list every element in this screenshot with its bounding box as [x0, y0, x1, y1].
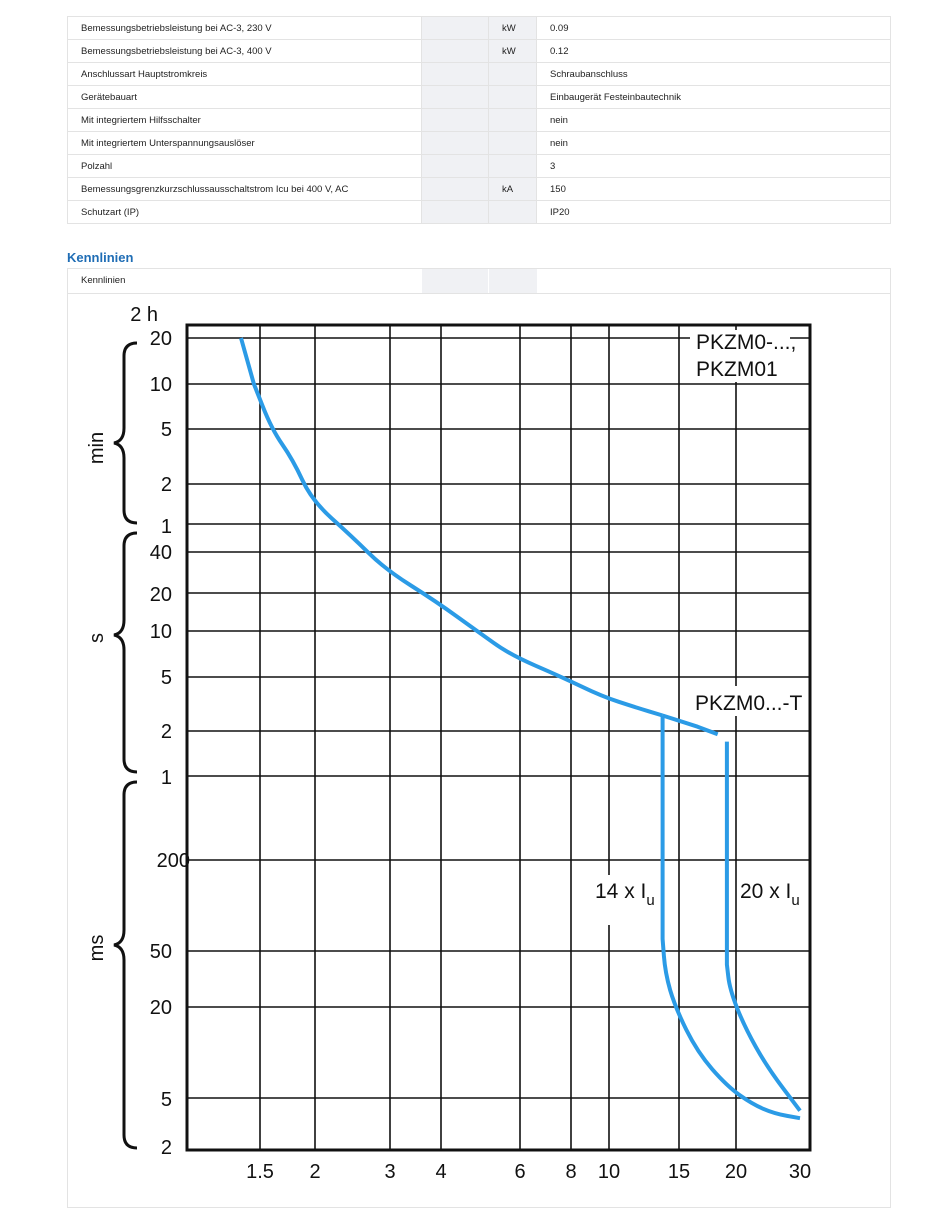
spec-empty-cell	[421, 16, 489, 40]
y-tick-label: 10	[150, 374, 172, 396]
x-tick-label: 10	[598, 1161, 620, 1183]
label-knockout	[690, 686, 802, 716]
kennlinien-row-label: Kennlinien	[81, 275, 126, 286]
y-tick-label: 200	[157, 850, 190, 872]
y-tick-label: 50	[150, 941, 172, 963]
section-title-kennlinien: Kennlinien	[67, 250, 134, 265]
spec-row: Mit integriertem Unterspannungsauslöser n…	[67, 131, 891, 155]
chart-grid	[187, 325, 810, 1150]
y-tick-label: 1	[161, 516, 172, 538]
x-tick-label: 8	[565, 1161, 576, 1183]
s-brace	[113, 531, 138, 774]
x-tick-label: 20	[725, 1161, 747, 1183]
x-tick-label: 30	[789, 1161, 811, 1183]
spec-value: 150	[536, 177, 891, 201]
annotation-20xiu: 20 x Iu	[740, 880, 800, 909]
y-tick-label: 5	[161, 667, 172, 689]
spec-empty-cell	[421, 154, 489, 178]
trip-curve	[661, 713, 719, 737]
spec-empty-cell	[421, 131, 489, 155]
y-group-min: min	[86, 432, 108, 464]
y-tick-label: 5	[161, 1089, 172, 1111]
spec-row: Gerätebauart Einbaugerät Festeinbautechni…	[67, 85, 891, 109]
trip-curve	[660, 715, 801, 1121]
y-tick-label: 5	[161, 419, 172, 441]
x-tick-label: 1.5	[246, 1161, 274, 1183]
y-tick-label: 20	[150, 584, 172, 606]
ms-brace	[113, 780, 138, 1150]
label-knockout	[590, 875, 665, 925]
spec-row: Schutzart (IP) IP20	[67, 200, 891, 224]
specs-table: Bemessungsbetriebsleistung bei AC-3, 230…	[67, 16, 891, 224]
spec-row: Bemessungsbetriebsleistung bei AC-3, 400…	[67, 39, 891, 63]
spec-empty-cell	[421, 200, 489, 224]
spec-row: Mit integriertem Hilfsschalter nein	[67, 108, 891, 132]
spec-unit: kW	[488, 39, 537, 63]
x-tick-label: 6	[514, 1161, 525, 1183]
spec-unit: kW	[488, 16, 537, 40]
y-tick-label: 20	[150, 997, 172, 1019]
annotation-pkzm01: PKZM01	[696, 358, 778, 381]
annotation-pkzm0-t: PKZM0...-T	[695, 692, 803, 715]
label-knockout	[738, 875, 806, 915]
spec-value: nein	[536, 108, 891, 132]
y-group-ms: ms	[86, 935, 108, 962]
annotation-14xiu: 14 x Iu	[595, 880, 655, 909]
y-tick-label: 40	[150, 542, 172, 564]
spec-value: 0.09	[536, 16, 891, 40]
spec-empty-cell	[421, 108, 489, 132]
x-tick-label: 15	[668, 1161, 690, 1183]
spec-unit	[488, 62, 537, 86]
y-tick-label: 2	[161, 721, 172, 743]
x-tick-label: 3	[384, 1161, 395, 1183]
spec-label: Schutzart (IP)	[67, 200, 422, 224]
plot-frame	[185, 323, 812, 1152]
y-tick-label: 20	[150, 328, 172, 350]
spec-row: Anschlussart Hauptstromkreis Schraubansch…	[67, 62, 891, 86]
spec-label: Bemessungsgrenzkurzschlussausschaltstrom…	[67, 177, 422, 201]
kennlinien-row-unit-cell	[489, 269, 537, 293]
x-tick-label: 2	[309, 1161, 320, 1183]
spec-empty-cell	[421, 177, 489, 201]
spec-value: IP20	[536, 200, 891, 224]
kennlinien-row-cell	[422, 269, 488, 293]
x-tick-label: 4	[435, 1161, 446, 1183]
spec-unit	[488, 200, 537, 224]
y-tick-label: 2 h	[130, 304, 158, 326]
spec-label: Anschlussart Hauptstromkreis	[67, 62, 422, 86]
y-tick-label: 2	[161, 474, 172, 496]
label-knockout	[690, 330, 790, 382]
trip-curve	[724, 741, 802, 1112]
y-tick-label: 2	[161, 1137, 172, 1159]
spec-unit	[488, 131, 537, 155]
spec-row: Bemessungsgrenzkurzschlussausschaltstrom…	[67, 177, 891, 201]
y-tick-label: 10	[150, 621, 172, 643]
spec-row: Polzahl 3	[67, 154, 891, 178]
spec-label: Bemessungsbetriebsleistung bei AC-3, 400…	[67, 39, 422, 63]
min-brace	[113, 341, 138, 525]
y-group-s: s	[86, 633, 108, 643]
spec-unit	[488, 108, 537, 132]
trip-curve	[239, 337, 664, 718]
spec-row: Bemessungsbetriebsleistung bei AC-3, 230…	[67, 16, 891, 40]
spec-empty-cell	[421, 85, 489, 109]
kennlinien-row: Kennlinien	[68, 269, 890, 294]
annotation-pkzm0: PKZM0-...,	[696, 331, 796, 354]
curves-layer	[239, 337, 802, 1121]
spec-value: Schraubanschluss	[536, 62, 891, 86]
y-tick-label: 1	[161, 767, 172, 789]
